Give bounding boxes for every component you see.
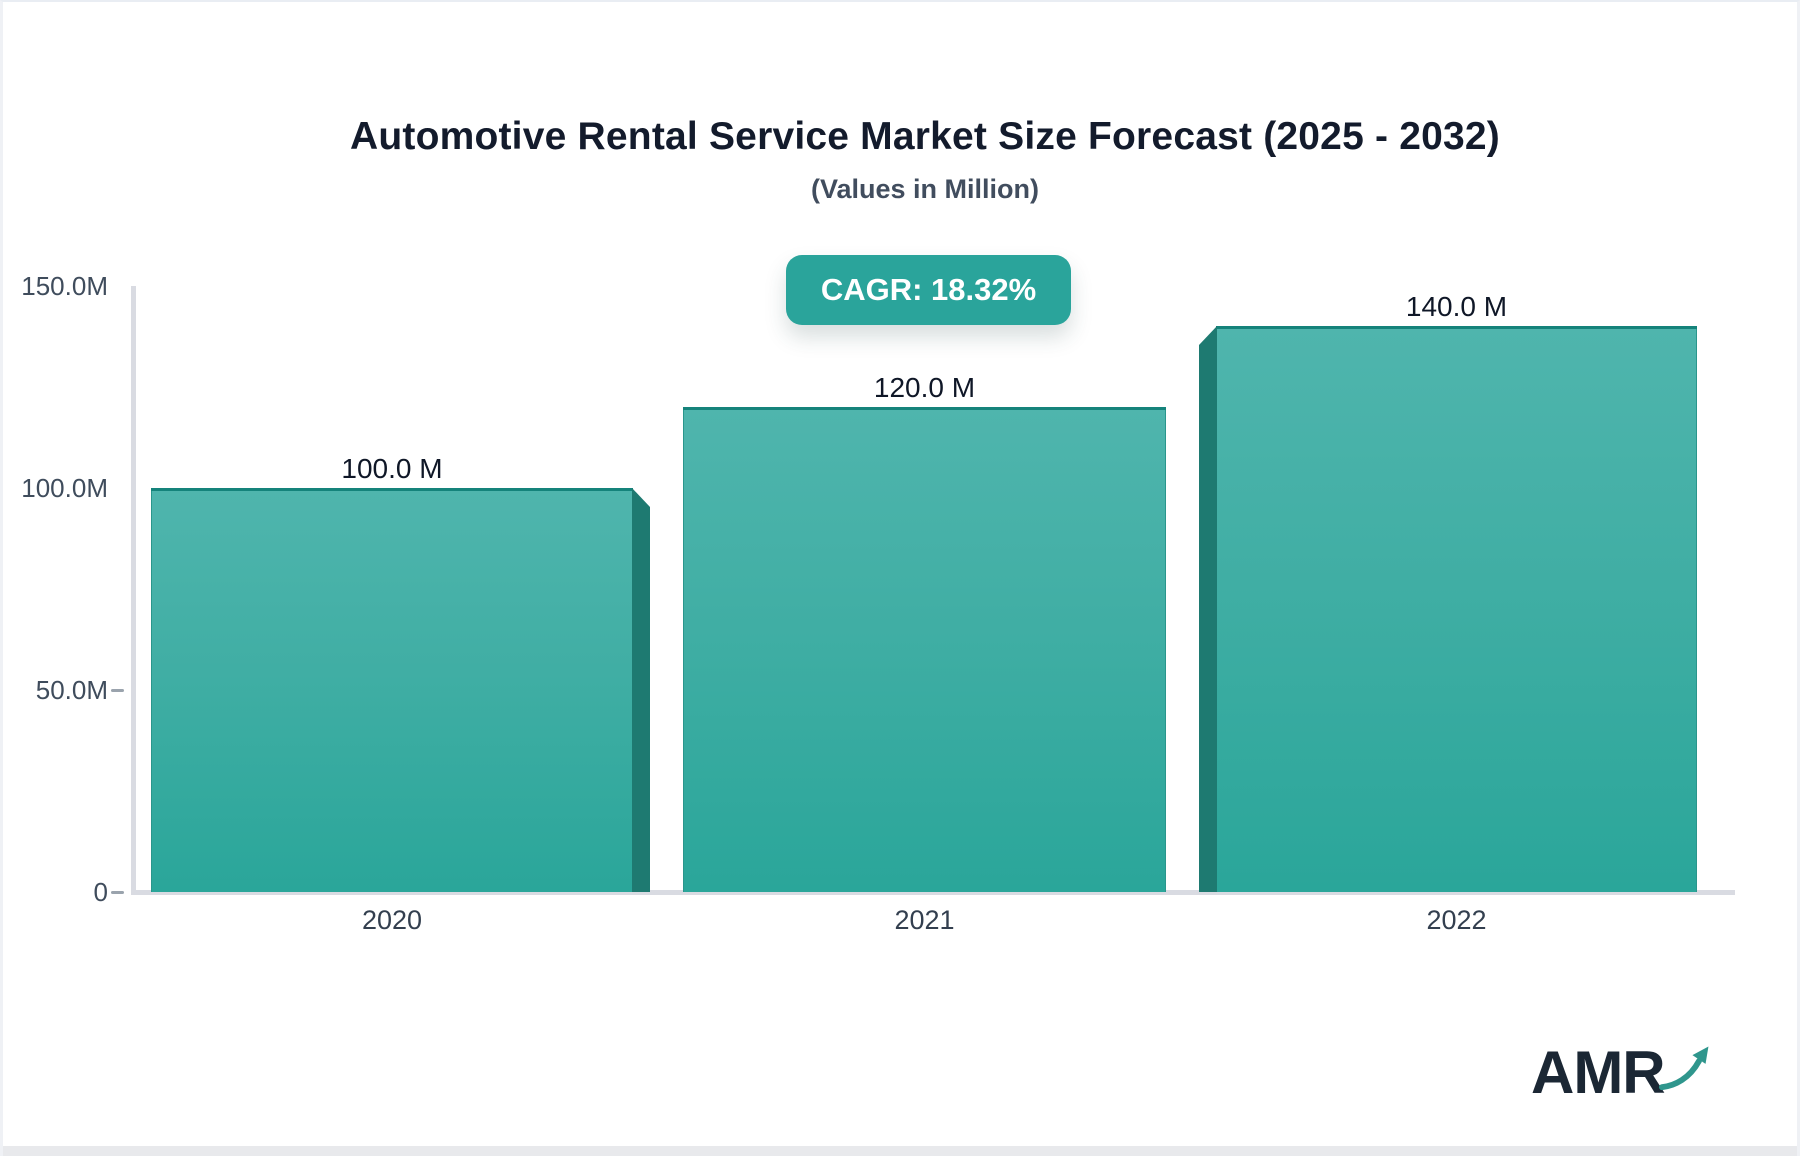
bar-2022 bbox=[1216, 326, 1697, 892]
chart-subtitle: (Values in Million) bbox=[810, 174, 1040, 204]
x-axis-tick-label-2022: 2022 bbox=[1426, 905, 1487, 935]
bar-2021 bbox=[683, 407, 1166, 892]
bar-value-label-2021: 120.0 M bbox=[873, 372, 976, 403]
x-axis-tick-label-2020: 2020 bbox=[361, 905, 423, 935]
y-axis-tick-mark-50m bbox=[111, 689, 124, 692]
amr-logo-text: AMR bbox=[1531, 1039, 1666, 1106]
bar-value-label-2022: 140.0 M bbox=[1405, 291, 1508, 322]
chart-title: Automotive Rental Service Market Size Fo… bbox=[350, 115, 1500, 158]
y-axis-tick-mark-0 bbox=[111, 891, 124, 894]
y-axis-tick-label-150m: 150.0M bbox=[21, 271, 108, 301]
bar-value-label-2020: 100.0 M bbox=[341, 453, 443, 484]
y-axis-tick-label-100m: 100.0M bbox=[21, 473, 108, 503]
x-axis-tick-label-2021: 2021 bbox=[894, 905, 955, 935]
bar-3d-side-2020 bbox=[632, 488, 650, 892]
bar-2020 bbox=[151, 488, 633, 892]
bar-3d-side-2022 bbox=[1199, 326, 1217, 892]
x-axis-line bbox=[131, 890, 1735, 895]
y-axis-line bbox=[131, 286, 136, 892]
y-axis-tick-label-0: 0 bbox=[93, 877, 108, 907]
bottom-border-strip bbox=[3, 1146, 1797, 1156]
y-axis-tick-label-50m: 50.0M bbox=[35, 675, 108, 705]
cagr-badge-text: CAGR: 18.32% bbox=[820, 272, 1037, 307]
amr-logo: AMR bbox=[1531, 1034, 1711, 1112]
amr-logo-arrow-icon bbox=[1658, 1046, 1709, 1091]
cagr-badge: CAGR: 18.32% bbox=[786, 255, 1071, 325]
